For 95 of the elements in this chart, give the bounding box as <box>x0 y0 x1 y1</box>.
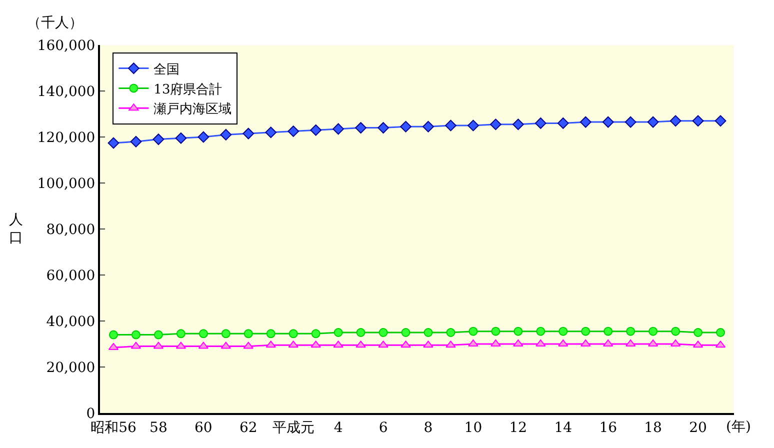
point <box>221 329 230 338</box>
point <box>356 340 366 348</box>
point <box>602 116 614 128</box>
y-tick-label: 40,000 <box>46 314 96 330</box>
x-tick-label: 4 <box>334 420 343 436</box>
point <box>288 126 300 137</box>
point <box>310 340 321 348</box>
point <box>424 328 433 337</box>
y-tick-label: 20,000 <box>46 360 96 376</box>
x-tick-label: 8 <box>424 420 433 436</box>
y-tick-label: 100,000 <box>37 176 96 192</box>
point <box>355 122 366 134</box>
point <box>647 116 659 128</box>
point <box>558 326 568 336</box>
point <box>154 330 163 340</box>
x-tick-label: 62 <box>239 420 258 436</box>
point <box>266 329 276 338</box>
legend-label: 13府県合計 <box>154 81 222 98</box>
point <box>468 326 478 336</box>
point <box>694 328 703 337</box>
y-tick-label: 120,000 <box>37 130 96 146</box>
point <box>243 342 254 349</box>
point <box>311 329 320 338</box>
point <box>536 326 546 336</box>
point <box>220 129 232 140</box>
point <box>265 126 277 138</box>
y-tick-label: 80,000 <box>46 222 96 238</box>
text: (年) <box>726 419 751 435</box>
point <box>108 137 120 149</box>
point <box>310 124 322 136</box>
point <box>400 120 412 132</box>
y-tick-label: 60,000 <box>46 268 96 284</box>
point <box>266 340 276 348</box>
point <box>581 326 590 336</box>
point <box>378 328 388 337</box>
legend-label: 全国 <box>154 62 180 78</box>
point <box>604 326 613 336</box>
point <box>332 123 344 135</box>
point <box>356 328 366 337</box>
x-tick-label: 昭和56 <box>90 420 136 436</box>
y-axis-title: 人口 <box>9 212 23 246</box>
point <box>244 329 253 338</box>
point <box>580 116 592 128</box>
point <box>490 118 502 130</box>
point <box>670 115 682 127</box>
point <box>514 326 523 336</box>
point <box>446 340 456 348</box>
point <box>512 118 524 130</box>
point <box>288 329 298 338</box>
point <box>401 328 410 337</box>
point <box>242 128 254 140</box>
point <box>626 326 636 336</box>
y-tick-label: 140,000 <box>37 84 96 100</box>
point <box>648 326 658 336</box>
point <box>423 340 434 348</box>
point <box>468 120 479 132</box>
point <box>624 116 636 128</box>
point <box>333 340 344 348</box>
point <box>445 120 456 132</box>
point <box>422 120 434 132</box>
point <box>198 131 210 143</box>
point <box>198 329 208 338</box>
x-tick-label: 14 <box>554 420 572 436</box>
point <box>175 132 187 144</box>
y-tick-label: 0 <box>86 406 96 422</box>
point <box>400 340 411 348</box>
x-tick-label: 18 <box>644 420 662 436</box>
point <box>716 328 726 337</box>
y-tick-label: 160,000 <box>37 38 96 54</box>
point <box>446 328 456 337</box>
point <box>288 340 298 348</box>
point <box>534 118 546 129</box>
point <box>108 330 118 340</box>
point <box>671 326 680 336</box>
point <box>152 134 164 145</box>
x-tick-label: 12 <box>509 420 528 436</box>
x-tick-label: 6 <box>378 420 388 436</box>
point <box>714 115 726 127</box>
x-tick-label: 20 <box>689 420 707 436</box>
point <box>130 136 142 148</box>
text: （千人） <box>27 15 83 31</box>
point <box>378 122 389 134</box>
x-tick-label: 60 <box>194 420 212 436</box>
point <box>491 326 500 336</box>
x-tick-label: 平成元 <box>272 420 314 436</box>
point <box>378 340 388 348</box>
x-tick-label: 16 <box>599 420 618 436</box>
x-tick-label: 10 <box>464 420 482 436</box>
point <box>131 330 140 340</box>
point <box>334 328 343 337</box>
point <box>557 118 569 129</box>
x-tick-label: 58 <box>150 420 168 436</box>
point <box>692 115 704 127</box>
point <box>176 329 186 338</box>
legend-label: 瀬戸内海区域 <box>154 102 232 118</box>
